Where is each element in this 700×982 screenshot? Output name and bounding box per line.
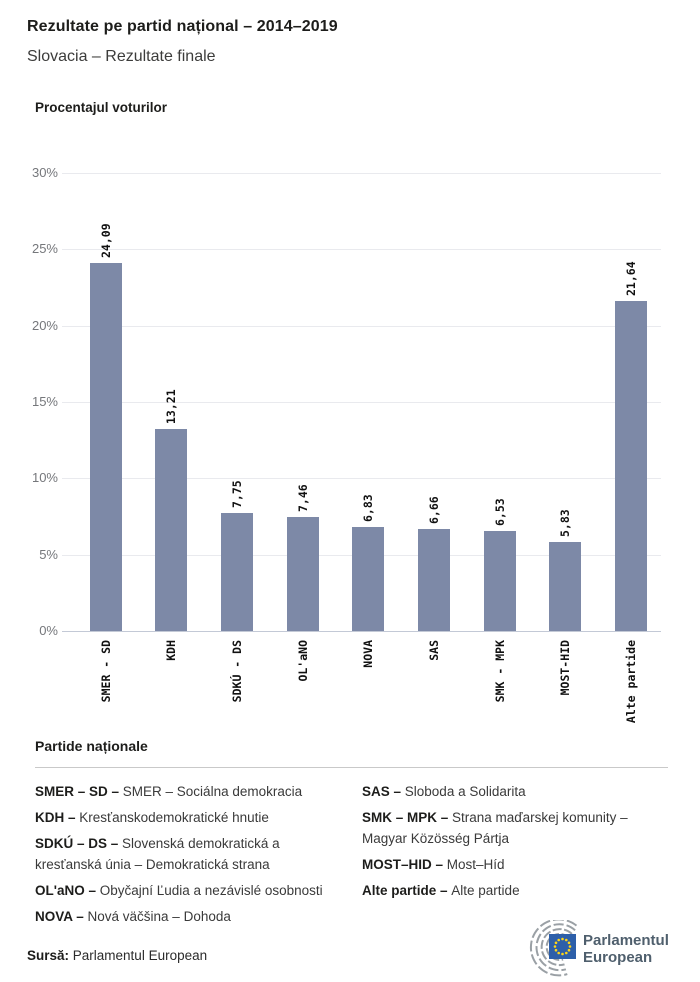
bar-value-label: 6,53 [492, 498, 507, 527]
legend-entry: SAS – Sloboda a Solidarita [362, 781, 668, 802]
legend-entry-abbr: KDH – [35, 810, 80, 825]
legend-entry-name: Nová väčšina – Dohoda [87, 909, 231, 924]
legend-entry-abbr: OL'aNO – [35, 883, 100, 898]
bar-value-label: 21,64 [624, 261, 639, 296]
bar-value-label: 5,83 [558, 509, 573, 537]
legend-entry-name: Strana maďarskej komunity – Magyar Közös… [362, 810, 628, 846]
y-tick-label: 30% [31, 164, 58, 180]
bar-NOVA [352, 526, 385, 631]
bar-value-label: 7,46 [295, 484, 310, 513]
bar-chart: 30% 25% 20% 15% 10% 5% 0% 24,09 SMER - SD 13,21 KD… [31, 164, 661, 724]
gridline-25 [62, 249, 661, 251]
bar-value-label: 6,66 [427, 496, 441, 525]
x-tick-label: KDH [164, 640, 179, 661]
x-tick-label: OL'aNO [295, 640, 310, 682]
legend-heading: Partide naționale [35, 738, 148, 754]
bar-SAS [418, 529, 450, 631]
x-tick-label: NOVA [361, 640, 376, 668]
source-note: Sursă: Parlamentul European [27, 948, 207, 963]
legend-entry-name: Alte partide [451, 883, 520, 898]
bar-value-label: 13,21 [164, 389, 179, 425]
x-axis-line [62, 631, 661, 632]
y-tick-label: 15% [31, 393, 58, 409]
bar-SMK - MPK [483, 531, 516, 631]
eu-flag-stars [553, 937, 572, 956]
ep-logo-line2: European [583, 949, 653, 966]
legend-divider [35, 767, 668, 768]
gridline-30 [62, 172, 661, 174]
bar-OL'aNO [286, 517, 319, 631]
bar-SMER - SD [89, 263, 122, 631]
legend-entry-abbr: SMK – MPK – [362, 810, 453, 825]
legend-entry: OL'aNO – Obyčajní Ľudia a nezávislé osob… [35, 880, 347, 901]
y-tick-label: 5% [39, 546, 58, 562]
x-tick-label: MOST-HID [558, 640, 573, 696]
y-tick-label: 25% [31, 241, 58, 257]
page-subtitle: Slovacia – Rezultate finale [27, 48, 216, 65]
bar-value-label: 6,83 [361, 494, 376, 522]
bar-MOST-HID [549, 541, 582, 631]
legend-entry: NOVA – Nová väčšina – Dohoda [35, 906, 347, 927]
gridline-20 [62, 325, 661, 327]
legend-entry-abbr: SAS – [362, 784, 405, 799]
x-tick-label: SMER - SD [98, 640, 113, 703]
x-tick-label: SAS [427, 640, 441, 661]
legend-entry-name: Most–Híd [446, 857, 505, 872]
ep-logo-line1: Parlamentul [583, 932, 669, 949]
bar-Alte partide [615, 300, 648, 631]
legend-entry: KDH – Kresťanskodemokratické hnutie [35, 807, 347, 828]
ep-logo-wordmark: Parlamentul European [583, 932, 669, 966]
ep-hemicycle-flag-icon [529, 920, 577, 977]
source-text: Parlamentul European [69, 948, 208, 963]
legend-entry-name: Slovenská demokratická a kresťanská únia… [35, 836, 280, 872]
x-tick-label: SDKÚ - DS [229, 640, 244, 703]
legend-entry-abbr: SDKÚ – DS – [35, 836, 123, 851]
bar-value-label: 7,75 [229, 479, 244, 508]
legend-entry: Alte partide – Alte partide [362, 880, 668, 901]
legend-column-left: SMER – SD – SMER – Sociálna demokracia KD… [35, 781, 347, 932]
page-title: Rezultate pe partid național – 2014–2019 [27, 18, 338, 35]
gridline-10 [62, 478, 661, 480]
y-tick-label: 10% [31, 470, 58, 486]
gridline-15 [62, 401, 661, 403]
european-parliament-logo: Parlamentul European [513, 920, 693, 978]
legend-entry: MOST–HID – Most–Híd [362, 854, 668, 875]
source-label: Sursă: [27, 948, 70, 963]
legend-entry-name: Kresťanskodemokratické hnutie [79, 810, 269, 825]
bar-SDKÚ - DS [220, 512, 253, 631]
bar-KDH [155, 429, 188, 631]
legend-entry: SMK – MPK – Strana maďarskej komunity – … [362, 807, 668, 849]
x-tick-label: Alte partide [624, 640, 639, 724]
legend-entry-name: Sloboda a Solidarita [404, 784, 526, 799]
legend-entry-abbr: SMER – SD – [35, 784, 123, 799]
legend-entry: SMER – SD – SMER – Sociálna demokracia [35, 781, 347, 802]
bar-value-label: 24,09 [98, 223, 113, 259]
legend-entry-abbr: NOVA – [35, 909, 88, 924]
legend-column-right: SAS – Sloboda a Solidarita SMK – MPK – St… [362, 781, 668, 906]
legend-entry-abbr: Alte partide – [362, 883, 452, 898]
legend-entry-abbr: MOST–HID – [362, 857, 447, 872]
x-tick-label: SMK - MPK [492, 640, 507, 703]
legend-entry: SDKÚ – DS – Slovenská demokratická a kre… [35, 833, 347, 875]
y-tick-label: 20% [31, 317, 58, 333]
legend-entry-name: Obyčajní Ľudia a nezávislé osobnosti [99, 883, 323, 898]
chart-axis-title: Procentajul voturilor [35, 100, 168, 115]
y-tick-label: 0% [39, 623, 58, 638]
legend-entry-name: SMER – Sociálna demokracia [122, 784, 303, 799]
